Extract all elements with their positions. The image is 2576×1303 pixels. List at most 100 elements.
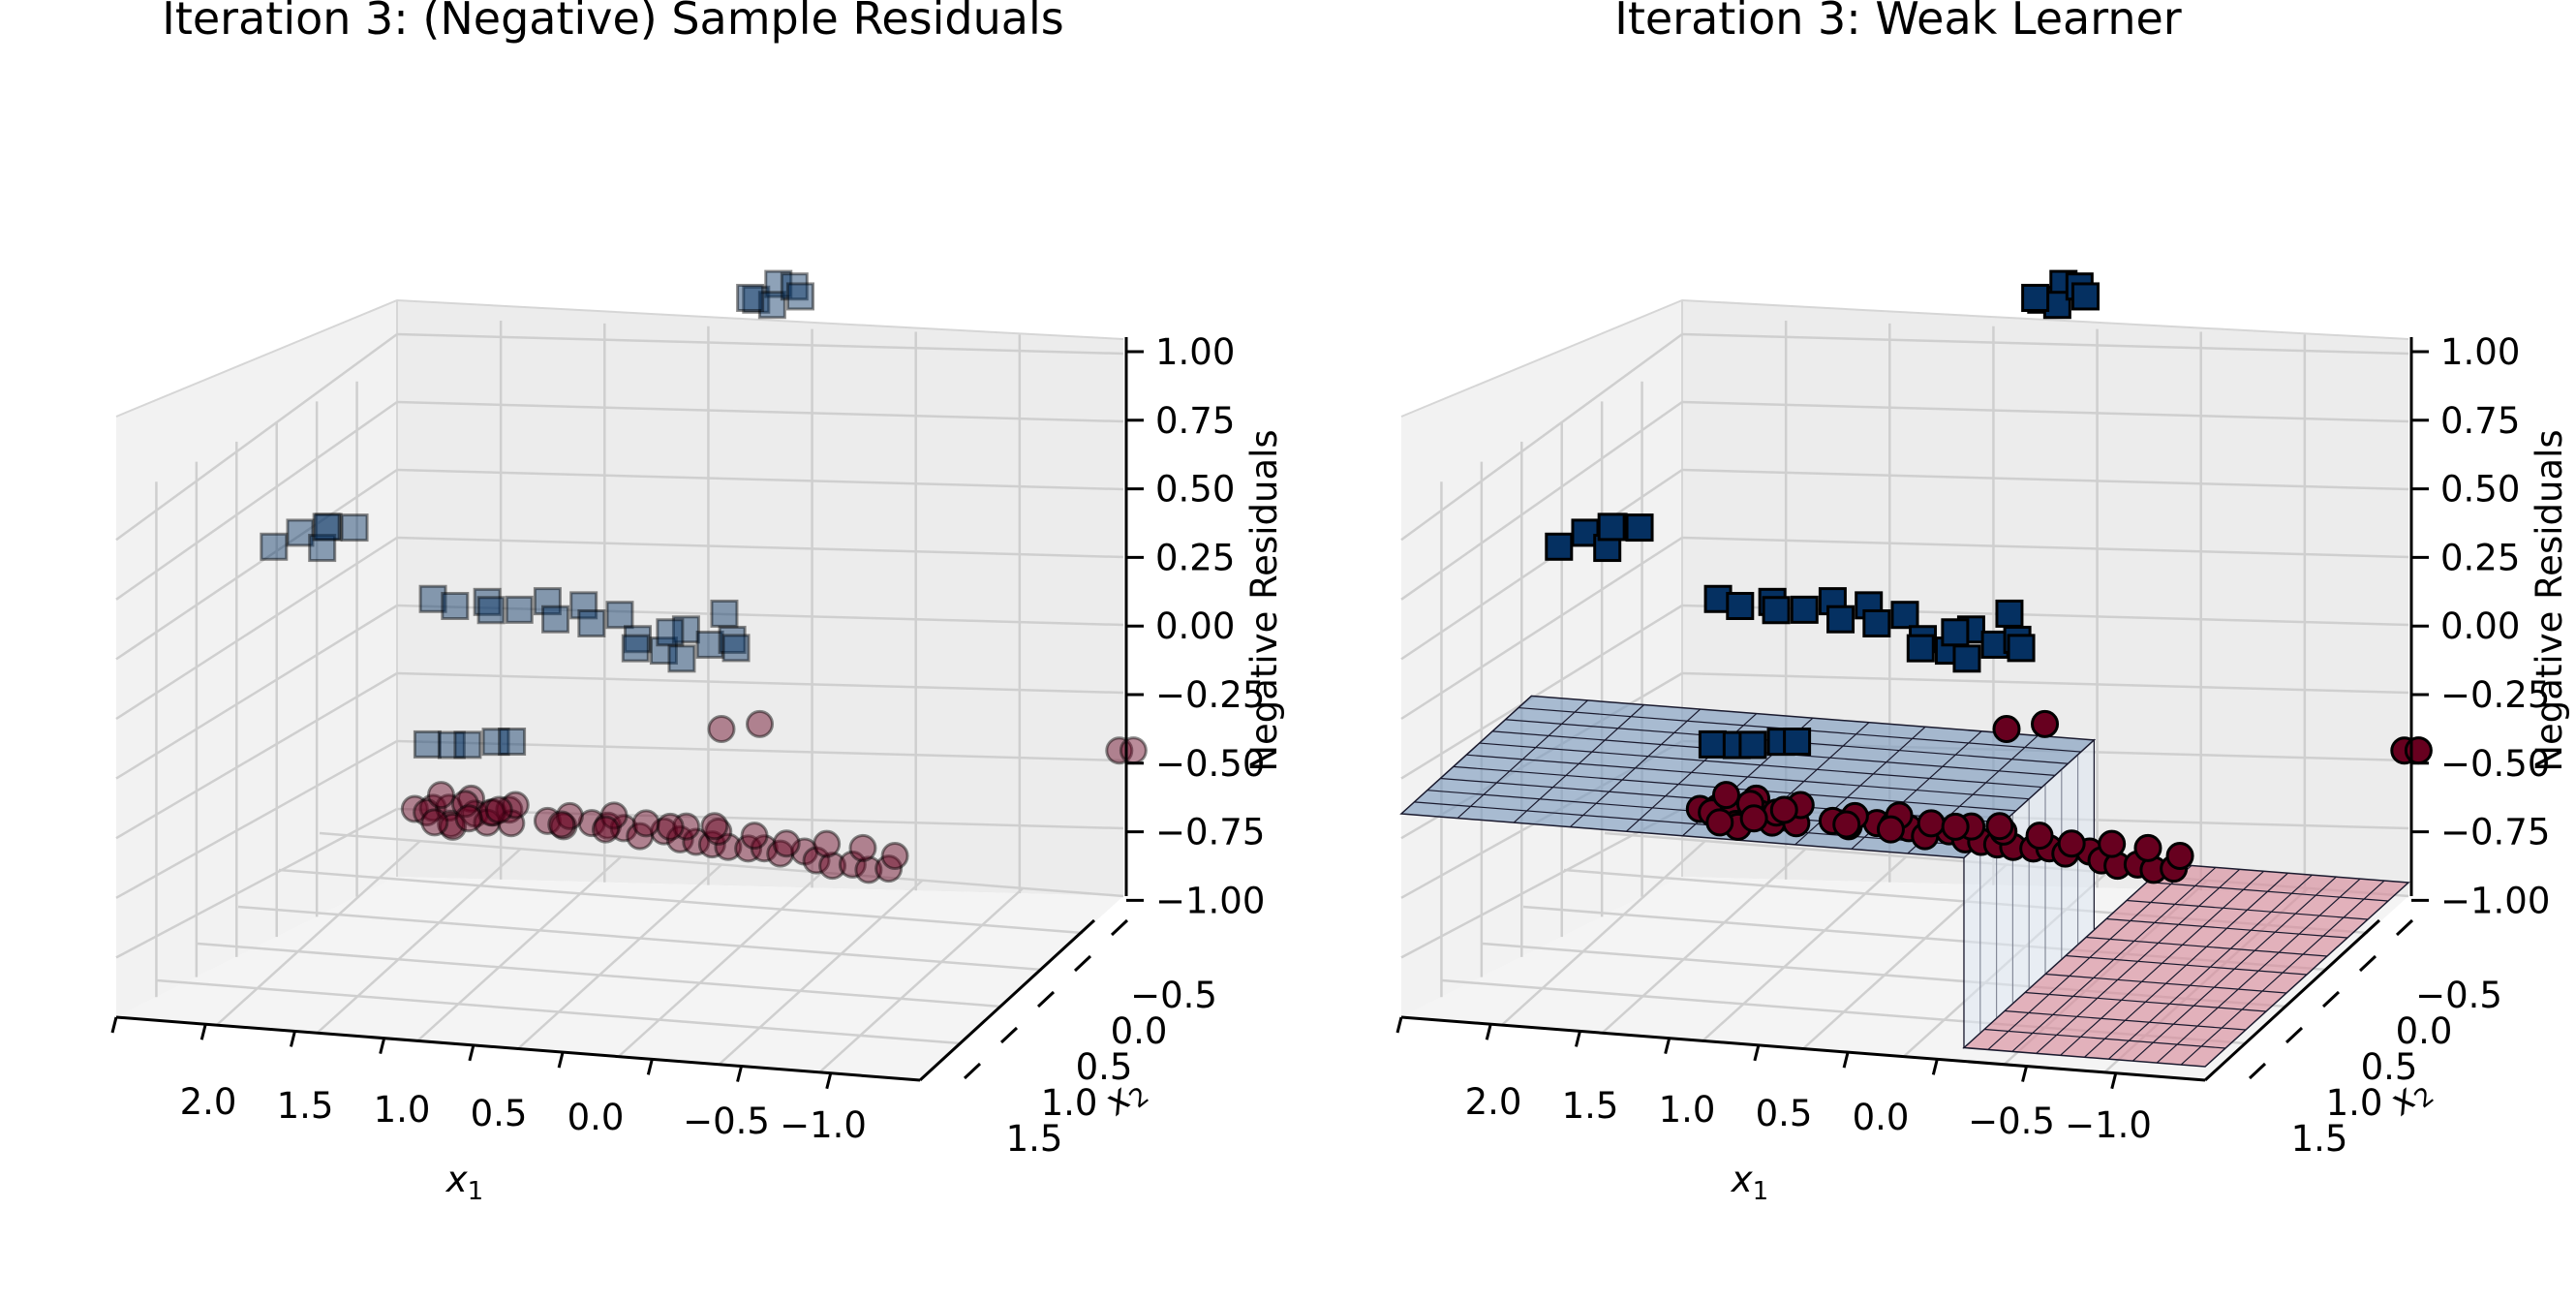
x1-tick: [1664, 1038, 1671, 1055]
surface-mesh-line: [1466, 754, 2030, 800]
negative-residual-point: [714, 832, 743, 861]
negative-residual-point: [400, 794, 429, 823]
x1-tick: [557, 1051, 565, 1069]
grid-line: [316, 848, 522, 1035]
positive-residual-point: [710, 599, 739, 628]
positive-residual-point: [721, 634, 751, 663]
negative-residual-point: [1832, 810, 1861, 839]
x1-tick-label: 1.5: [1562, 1085, 1619, 1127]
grid-line: [115, 807, 398, 959]
x1-axis-label: x1: [1731, 1159, 1768, 1206]
negative-residual-point: [707, 715, 736, 743]
negative-residual-point: [1985, 812, 2014, 841]
grid-line: [1681, 536, 2409, 559]
positive-residual-point: [1906, 634, 1935, 663]
x2-tick-label: 0.5: [2361, 1046, 2418, 1088]
positive-residual-point: [1762, 596, 1791, 625]
positive-residual-point: [780, 272, 809, 301]
surface-mesh-line: [2126, 899, 2369, 920]
x2-tick-label: 1.0: [2326, 1082, 2383, 1124]
x2-tick: [1036, 990, 1056, 1008]
negative-residual-point: [439, 812, 468, 841]
x1-tick-label: −1.0: [2065, 1104, 2152, 1146]
positive-residual-point: [1941, 618, 1970, 647]
positive-residual-point: [476, 596, 506, 625]
grid-line: [1400, 536, 1683, 721]
negative-residual-point: [484, 795, 513, 824]
grid-line: [115, 671, 398, 840]
negative-residual-point: [497, 809, 526, 838]
x1-tick: [2110, 1072, 2118, 1090]
positive-residual-point: [718, 625, 747, 654]
negative-residual-point: [631, 809, 660, 838]
negative-residual-point: [418, 793, 447, 822]
positive-residual-point: [621, 634, 650, 663]
negative-residual-point: [874, 854, 904, 884]
negative-residual-point: [1711, 781, 1740, 810]
positive-residual-point: [340, 513, 369, 543]
x1-axis-label: x1: [445, 1159, 483, 1206]
negative-residual-point: [740, 822, 769, 851]
surface-mesh-line: [1513, 704, 1645, 823]
x2-tick: [963, 1062, 982, 1080]
x2-tick: [999, 1026, 1019, 1044]
grid-line: [115, 739, 398, 899]
x1-tick: [379, 1038, 386, 1055]
negative-residual-point: [854, 855, 883, 884]
grid-line: [1681, 671, 2409, 695]
negative-residual-point: [700, 812, 729, 841]
positive-residual-point: [418, 584, 447, 613]
z-axis-label: Negative Residuals: [2529, 429, 2570, 771]
negative-residual-point: [420, 808, 449, 837]
negative-residual-point: [457, 784, 486, 813]
grid-line: [396, 400, 1124, 423]
positive-residual-point: [1862, 608, 1891, 637]
positive-residual-point: [757, 291, 786, 320]
x1-tick-label: −0.5: [683, 1101, 770, 1142]
z-tick-label: −0.75: [2440, 812, 2550, 853]
z-tick-label: 1.00: [1155, 331, 1235, 373]
surface-mesh-line: [1479, 742, 2042, 789]
surface-mesh-line: [2060, 870, 2265, 1056]
z-tick-labels: 1.00 0.75 0.50 0.25 0.00 −0.25 −0.50 −0.75 −1.00: [1155, 331, 1265, 921]
grid-line: [396, 332, 1124, 356]
x1-tick: [468, 1044, 475, 1062]
grid-line: [215, 840, 421, 1027]
x2-tick: [1110, 918, 1129, 937]
grid-line: [1400, 468, 1683, 661]
positive-residual-point: [2007, 634, 2036, 663]
grid-line: [396, 807, 1124, 830]
grid-lines: [115, 321, 1124, 1073]
x1-tick-label: 0.0: [567, 1097, 625, 1138]
grid-line: [396, 604, 1124, 627]
negative-residual-point: [848, 833, 877, 862]
x2-tick-label: −0.5: [1130, 975, 1217, 1016]
left-3d-axes: Iteration 3: (Negative) Sample Residuals…: [110, 0, 1285, 1206]
positive-residual-point: [1698, 729, 1727, 759]
positive-residual-point: [1995, 599, 2024, 628]
grid-line: [115, 604, 398, 780]
negative-residual-point: [454, 804, 483, 833]
z-tick-label: 0.25: [1155, 537, 1235, 578]
axis-lines: [115, 337, 1128, 1082]
positive-residual-point: [1738, 730, 1767, 760]
negative-residual-point: [547, 810, 576, 839]
grid-line: [115, 400, 398, 601]
z-tick-label: −0.25: [1155, 674, 1265, 716]
grid-lines: [1400, 321, 2409, 1073]
negative-residual-point: [750, 834, 779, 863]
grid-line: [115, 332, 398, 542]
positive-residual-point: [441, 592, 470, 620]
negative-residual-point: [1941, 812, 1970, 841]
negative-residual-point: [813, 829, 842, 858]
surface-step-wall: [1963, 738, 2095, 1049]
negative-residual-point: [650, 817, 679, 846]
x1-tick-label: 1.5: [277, 1085, 334, 1127]
positive-residual-point: [1952, 644, 1981, 673]
negative-residual-point: [1876, 815, 1905, 844]
x2-tick: [1073, 954, 1092, 973]
surface-mesh-line: [2011, 866, 2217, 1052]
negative-residual-point: [2025, 822, 2054, 851]
negative-residual-point: [1739, 804, 1768, 833]
positive-residual-point: [656, 618, 685, 647]
